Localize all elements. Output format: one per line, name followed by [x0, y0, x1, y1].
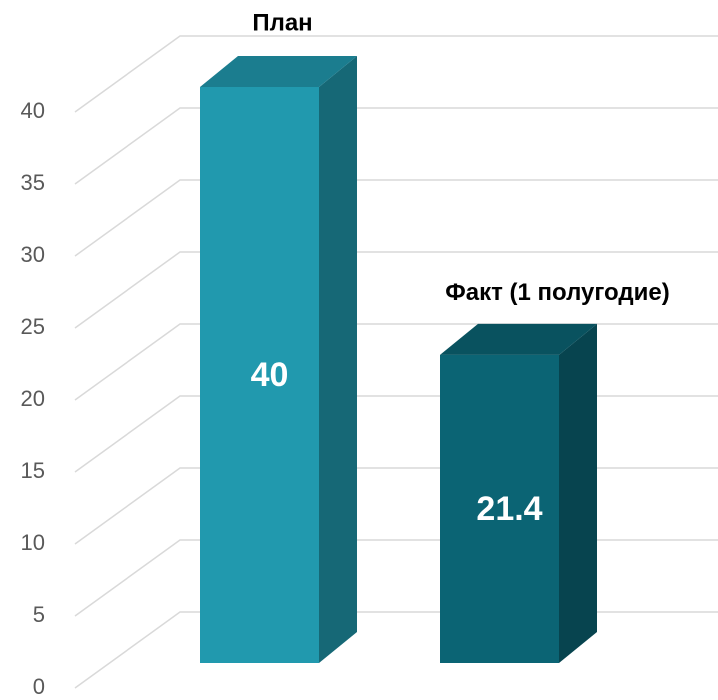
value-label: 40 — [251, 356, 289, 394]
bar-top — [200, 56, 357, 87]
y-tick-label: 0 — [33, 674, 45, 699]
y-tick-label: 40 — [21, 98, 45, 123]
bar-side — [559, 323, 597, 663]
grid-line — [74, 539, 718, 617]
bar-side — [319, 56, 357, 663]
category-label: План — [252, 9, 312, 36]
grid-line — [74, 395, 718, 473]
category-label: Факт (1 полугодие) — [445, 279, 669, 306]
bar-top — [440, 323, 597, 355]
grid-line — [74, 35, 718, 113]
y-tick-label: 25 — [21, 314, 45, 339]
y-tick-label: 30 — [21, 242, 45, 267]
grid-line — [74, 467, 718, 545]
y-tick-label: 5 — [33, 602, 45, 627]
bar — [440, 354, 559, 663]
grid-line — [74, 251, 718, 329]
y-tick-label: 10 — [21, 530, 45, 555]
grid-line — [74, 323, 718, 401]
bar — [200, 87, 319, 663]
y-tick-label: 35 — [21, 170, 45, 195]
value-label: 21.4 — [476, 490, 542, 528]
grid-line — [74, 107, 718, 185]
grid-line — [74, 611, 718, 689]
grid-line — [74, 179, 718, 257]
y-tick-label: 20 — [21, 386, 45, 411]
y-tick-label: 15 — [21, 458, 45, 483]
